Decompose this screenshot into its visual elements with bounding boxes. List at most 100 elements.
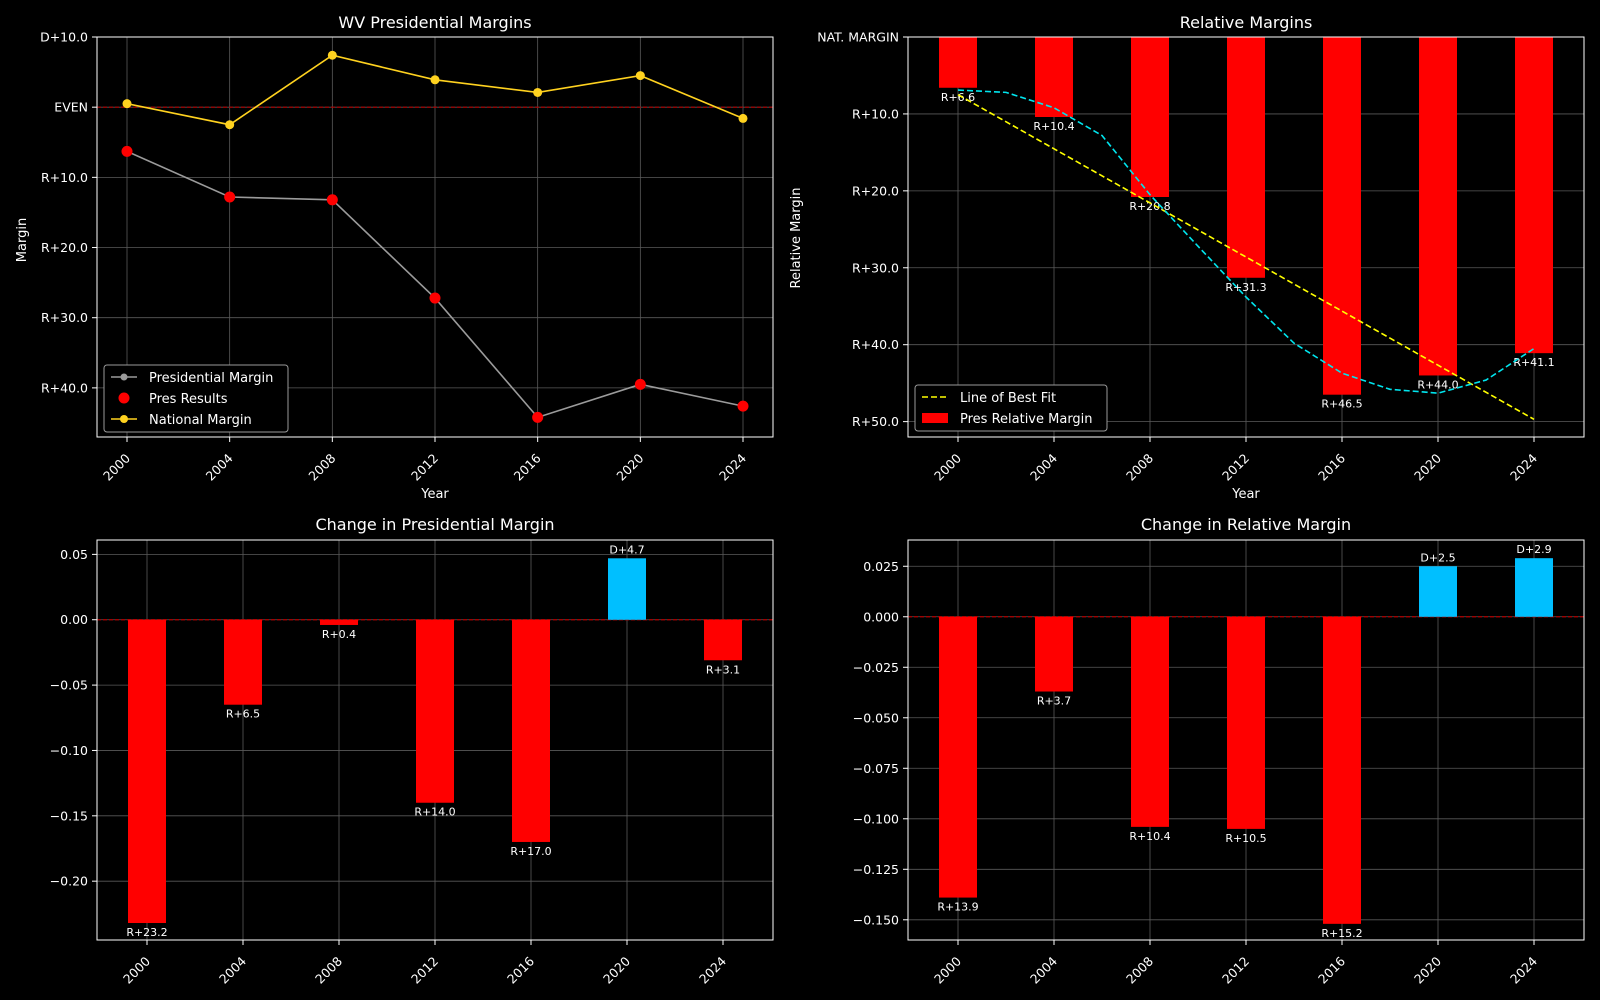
point-national-margin — [533, 87, 543, 97]
legend-box — [914, 384, 1108, 432]
bar-change — [512, 619, 550, 842]
y-tick-label: R+40.0 — [41, 380, 88, 395]
y-tick-label: 0.025 — [863, 559, 899, 574]
y-tick-label: R+20.0 — [852, 183, 899, 198]
bar-pres-relative-margin — [1131, 37, 1169, 197]
legend-label-presidential-margin: Presidential Margin — [149, 371, 273, 386]
trendline-polynomial — [957, 89, 1535, 394]
point-national-margin — [635, 71, 645, 81]
x-axis-label: Year — [420, 487, 449, 502]
bar-change — [608, 558, 646, 620]
point-pres-results — [224, 191, 236, 203]
legend-marker-presidential-margin — [120, 373, 128, 381]
point-national-margin — [327, 50, 337, 60]
point-national-margin — [430, 75, 440, 85]
bar-value-label: R+13.9 — [937, 901, 978, 914]
y-axis-label: Margin — [15, 218, 30, 262]
bar-pres-relative-margin — [1323, 37, 1361, 395]
y-tick-label: −0.150 — [853, 912, 899, 927]
bar-change — [224, 619, 262, 705]
bar-change — [1515, 558, 1553, 617]
bar-change — [416, 619, 454, 803]
plot-frame — [907, 36, 1585, 438]
trendline-best-fit — [957, 93, 1535, 421]
bar-change — [939, 616, 977, 898]
point-pres-results — [429, 292, 441, 304]
legend-box — [103, 364, 289, 433]
point-national-margin — [225, 120, 235, 130]
y-tick-label: −0.10 — [50, 743, 88, 758]
bar-value-label: R+0.4 — [322, 628, 356, 641]
bar-change — [704, 619, 742, 661]
plot-frame — [96, 539, 774, 941]
bar-value-label: R+17.0 — [510, 845, 551, 858]
plot-frame — [96, 36, 774, 438]
legend: Presidential Margin Pres Results National … — [103, 364, 289, 433]
bar-change — [1035, 616, 1073, 692]
legend-swatch-pres-relative-margin — [922, 413, 948, 423]
panel-change-relative-margin: Change in Relative Margin 2000 2004 2008 20… — [853, 515, 1585, 987]
bar-value-label: R+10.5 — [1225, 832, 1266, 845]
bar-change — [1419, 566, 1457, 617]
chart-title: WV Presidential Margins — [338, 13, 531, 32]
bar-value-label: R+10.4 — [1033, 120, 1074, 133]
legend-label-national-margin: National Margin — [149, 413, 252, 428]
y-tick-label: R+10.0 — [41, 170, 88, 185]
y-tick-label: 0.000 — [863, 609, 899, 624]
y-tick-label: 0.05 — [60, 547, 88, 562]
bar-value-label: R+23.2 — [126, 926, 167, 939]
x-axis-label: Year — [1231, 487, 1260, 502]
bar-pres-relative-margin — [1035, 37, 1073, 117]
y-tick-label: R+10.0 — [852, 106, 899, 121]
bar-value-label: R+14.0 — [414, 806, 455, 819]
bar-pres-relative-margin — [939, 37, 977, 88]
bar-pres-relative-margin — [1227, 37, 1265, 278]
point-pres-results — [737, 400, 749, 412]
legend-label-pres-relative-margin: Pres Relative Margin — [960, 412, 1093, 427]
point-pres-results — [121, 145, 133, 157]
y-tick-label: −0.050 — [853, 710, 899, 725]
y-tick-label: R+30.0 — [41, 310, 88, 325]
y-tick-label: R+50.0 — [852, 414, 899, 429]
y-tick-label: −0.075 — [853, 761, 899, 776]
y-tick-label: −0.05 — [50, 678, 88, 693]
y-tick-label: R+40.0 — [852, 337, 899, 352]
bar-value-label: D+2.5 — [1420, 551, 1455, 564]
chart-title: Change in Presidential Margin — [315, 515, 554, 534]
y-tick-label: D+10.0 — [40, 30, 88, 45]
y-tick-label: −0.20 — [50, 874, 88, 889]
legend-marker-pres-results — [118, 392, 130, 404]
y-tick-label: −0.125 — [853, 862, 899, 877]
bar-value-label: R+44.0 — [1417, 378, 1458, 391]
legend: Line of Best Fit Pres Relative Margin — [914, 384, 1108, 432]
y-tick-label: R+20.0 — [41, 240, 88, 255]
bar-value-label: R+6.5 — [226, 708, 260, 721]
point-pres-results — [634, 378, 646, 390]
bar-change — [1323, 616, 1361, 924]
legend-marker-national-margin — [120, 415, 128, 423]
chart-title: Relative Margins — [1180, 13, 1313, 32]
bar-pres-relative-margin — [1515, 37, 1553, 354]
y-tick-label: 0.00 — [60, 612, 88, 627]
plot-frame — [907, 539, 1585, 941]
bar-value-label: R+3.1 — [706, 663, 740, 676]
legend-label-best-fit: Line of Best Fit — [960, 391, 1056, 406]
bar-change — [320, 619, 358, 625]
y-tick-label: −0.025 — [853, 660, 899, 675]
bar-value-label: R+46.5 — [1321, 398, 1362, 411]
y-tick-label: EVEN — [54, 100, 88, 115]
y-tick-label: −0.15 — [50, 808, 88, 823]
y-axis-label: Relative Margin — [789, 188, 804, 289]
point-national-margin — [738, 113, 748, 123]
bar-value-label: R+6.6 — [941, 91, 975, 104]
bar-change — [128, 619, 166, 924]
bar-value-label: R+10.4 — [1129, 830, 1170, 843]
bar-value-label: R+31.3 — [1225, 281, 1266, 294]
bar-pres-relative-margin — [1419, 37, 1457, 376]
bar-value-label: R+41.1 — [1513, 356, 1554, 369]
bar-change — [1227, 616, 1265, 829]
panel-relative-margins: Relative Margins 2000 2004 2008 2012 2016 202… — [789, 13, 1585, 502]
